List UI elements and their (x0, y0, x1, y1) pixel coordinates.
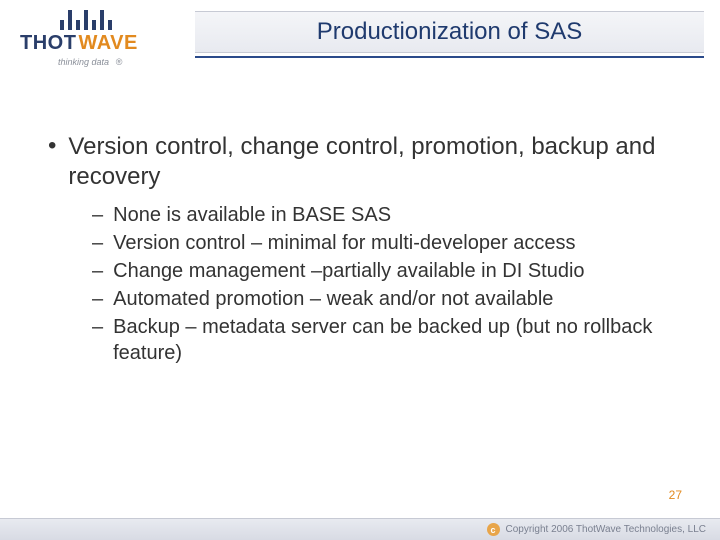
sub-bullet: – Version control – minimal for multi-de… (92, 230, 672, 256)
dash-icon: – (92, 230, 103, 256)
title-underline (195, 56, 704, 58)
logo-wordmark: THOT WAVE (20, 32, 190, 55)
sub-bullet-text: Change management –partially available i… (113, 258, 584, 284)
sub-bullet-text: Backup – metadata server can be backed u… (113, 314, 672, 366)
sub-bullet-text: None is available in BASE SAS (113, 202, 391, 228)
footer: c Copyright 2006 ThotWave Technologies, … (0, 518, 720, 540)
dash-icon: – (92, 258, 103, 284)
logo-ticks-icon (60, 8, 190, 30)
logo-text-left: THOT (20, 32, 76, 55)
slide: THOT WAVE thinking data ® Productionizat… (0, 0, 720, 540)
sub-bullet: – None is available in BASE SAS (92, 202, 672, 228)
title-strip: Productionization of SAS (195, 11, 704, 53)
sub-bullet: – Automated promotion – weak and/or not … (92, 286, 672, 312)
logo-text-right: WAVE (78, 32, 137, 55)
dash-icon: – (92, 314, 103, 340)
logo-tagline: thinking data ® (58, 57, 190, 67)
sub-bullet-text: Automated promotion – weak and/or not av… (113, 286, 553, 312)
page-number: 27 (669, 488, 682, 502)
slide-title: Productionization of SAS (317, 18, 583, 46)
header: THOT WAVE thinking data ® Productionizat… (0, 8, 720, 72)
bullet-dot-icon: • (48, 132, 56, 160)
bullet-level-1: • Version control, change control, promo… (48, 132, 672, 192)
sub-bullet: – Backup – metadata server can be backed… (92, 314, 672, 366)
bullet-text: Version control, change control, promoti… (68, 132, 672, 192)
sub-bullet-list: – None is available in BASE SAS – Versio… (92, 202, 672, 366)
content-area: • Version control, change control, promo… (48, 132, 672, 368)
copyright-icon: c (487, 523, 500, 536)
sub-bullet: – Change management –partially available… (92, 258, 672, 284)
dash-icon: – (92, 286, 103, 312)
registered-icon: ® (116, 57, 123, 67)
footer-text: Copyright 2006 ThotWave Technologies, LL… (506, 524, 707, 535)
dash-icon: – (92, 202, 103, 228)
logo: THOT WAVE thinking data ® (20, 8, 190, 67)
logo-tagline-text: thinking data (58, 57, 109, 67)
sub-bullet-text: Version control – minimal for multi-deve… (113, 230, 575, 256)
